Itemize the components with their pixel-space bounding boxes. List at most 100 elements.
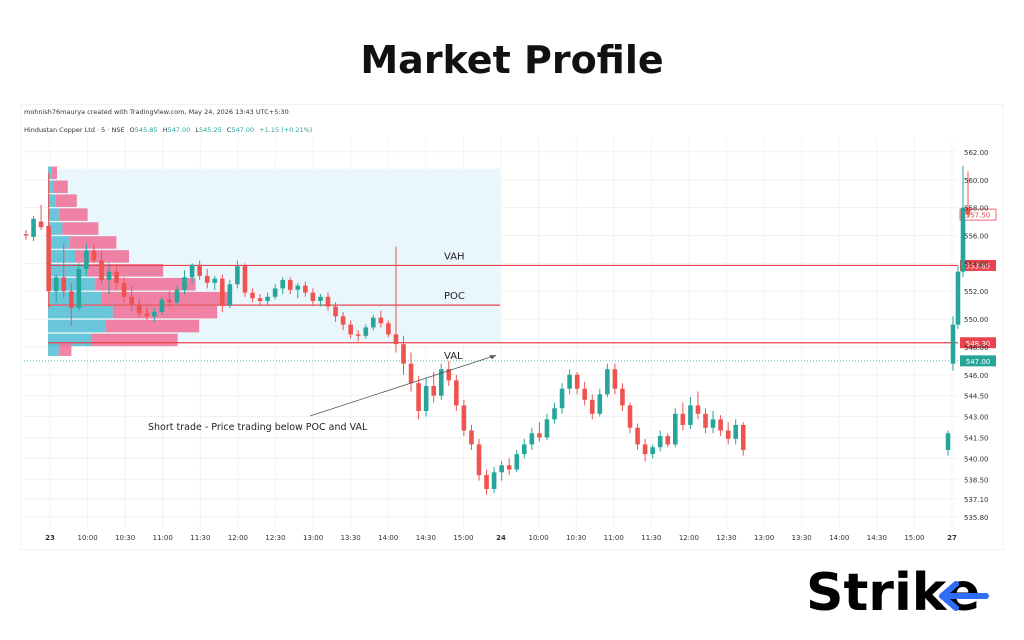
y-tick-label: 556.00 <box>964 233 989 241</box>
price-tag-val <box>960 337 996 349</box>
x-tick-label: 10:30 <box>115 534 135 542</box>
y-tick-label: 562.00 <box>964 149 989 157</box>
candle-body <box>84 250 89 269</box>
candle-body <box>635 427 640 445</box>
current-price-tag <box>960 355 996 367</box>
profile-bar-up <box>48 194 56 207</box>
candles-layer <box>23 165 971 495</box>
level-label-poc: POC <box>444 291 465 302</box>
tradingview-chart[interactable]: VAH 553.85 POC VAL 548.30 547.00 557.50 Short … <box>20 104 1004 550</box>
candle-body <box>544 419 550 438</box>
candle-body <box>627 405 633 428</box>
candle-body <box>197 264 202 276</box>
profile-bar-up <box>48 208 59 221</box>
candle-body <box>725 430 731 439</box>
annotation-arrow <box>309 354 497 417</box>
symbol-name: Hindustan Copper Ltd · 5 · NSE <box>24 126 125 134</box>
candle-body <box>657 436 663 448</box>
candle-body <box>23 234 29 236</box>
x-tick-label: 11:00 <box>604 534 624 542</box>
candle-body <box>423 385 429 411</box>
candle-body <box>537 433 542 438</box>
candle-body <box>76 268 82 308</box>
candle-body <box>325 296 331 307</box>
profile-bar-down <box>55 194 77 207</box>
last-price-tag-text: 557.50 <box>966 212 991 220</box>
current-price-tag-text: 547.00 <box>966 358 991 366</box>
price-axis[interactable]: 562.00 560.00 558.00 556.00 554.00 552.00 550.… <box>964 149 989 522</box>
candle-body <box>242 266 248 293</box>
x-tick-label: 13:00 <box>303 534 323 542</box>
profile-bar-down <box>102 291 232 305</box>
candle-body <box>174 289 180 303</box>
watermark-text: mohnish76maurya created with TradingView… <box>24 108 289 116</box>
candle-body <box>703 413 708 428</box>
candle-body <box>386 323 391 335</box>
candle-body <box>597 394 603 414</box>
y-tick-label: 550.00 <box>964 316 989 324</box>
x-tick-label: 15:00 <box>453 534 473 542</box>
x-tick-label: 23 <box>45 534 55 542</box>
candle-body <box>61 277 67 292</box>
candle-body <box>114 271 119 283</box>
candle-body <box>348 324 353 335</box>
candle-body <box>220 278 225 306</box>
y-tick-label: 543.00 <box>964 414 989 422</box>
x-tick-label: 27 <box>947 534 957 542</box>
candle-body <box>416 383 421 411</box>
candlestick-chart[interactable]: VAH 553.85 POC VAL 548.30 547.00 557.50 Short … <box>20 104 1004 550</box>
x-tick-label: 15:00 <box>904 534 924 542</box>
candle-body <box>710 419 716 428</box>
x-tick-label: 10:30 <box>566 534 586 542</box>
y-tick-label: 554.00 <box>964 260 989 268</box>
profile-bar-down <box>91 333 178 347</box>
profile-bar-up <box>48 305 113 319</box>
level-lines: VAH 553.85 POC VAL 548.30 547.00 557.50 <box>24 208 997 367</box>
x-tick-label: 10:00 <box>77 534 97 542</box>
candle-body <box>152 312 157 317</box>
candle-body <box>227 284 233 306</box>
candle-body <box>91 250 97 261</box>
profile-bar-down <box>69 236 117 249</box>
annotation-arrowhead-icon <box>489 355 496 360</box>
candle-body <box>582 388 587 400</box>
candle-body <box>499 465 504 473</box>
profile-bar-down <box>94 277 196 291</box>
candle-body <box>99 260 104 281</box>
candle-body <box>393 334 399 345</box>
candle-body <box>620 388 625 406</box>
time-axis[interactable]: 23 10:00 10:30 11:00 11:30 12:00 12:30 13:00 13:… <box>45 534 957 542</box>
candle-body <box>574 374 580 389</box>
candle-body <box>46 225 51 292</box>
x-tick-label: 10:00 <box>528 534 548 542</box>
profile-bar-down <box>62 222 99 235</box>
candle-body <box>484 475 489 489</box>
candle-body <box>955 271 961 325</box>
level-label-val: VAL <box>444 351 463 362</box>
candle-body <box>454 380 459 406</box>
candle-body <box>272 288 278 297</box>
y-tick-label: 548.00 <box>964 344 989 352</box>
y-tick-label: 541.50 <box>964 434 989 442</box>
annotation-text: Short trade - Price trading below POC an… <box>148 422 368 433</box>
logo-arrow-icon <box>939 581 989 611</box>
price-tag-vah <box>960 259 996 271</box>
profile-bar-up <box>48 222 63 235</box>
y-tick-label: 558.00 <box>964 205 989 213</box>
candle-body <box>461 405 467 431</box>
last-price-tag <box>959 208 997 221</box>
candle-body <box>605 369 610 395</box>
y-tick-label: 544.50 <box>964 393 989 401</box>
candle-body <box>212 278 218 283</box>
candle-body <box>204 275 210 283</box>
candle-body <box>31 218 36 237</box>
y-tick-label: 560.00 <box>964 177 989 185</box>
candle-body <box>401 344 406 364</box>
candle-body <box>182 277 187 290</box>
level-label-vah: VAH <box>444 251 465 262</box>
candle-body <box>280 280 285 289</box>
profile-bar-down <box>51 166 57 180</box>
candle-body <box>529 433 535 445</box>
x-tick-label: 12:30 <box>265 534 285 542</box>
x-tick-label: 24 <box>496 534 506 542</box>
